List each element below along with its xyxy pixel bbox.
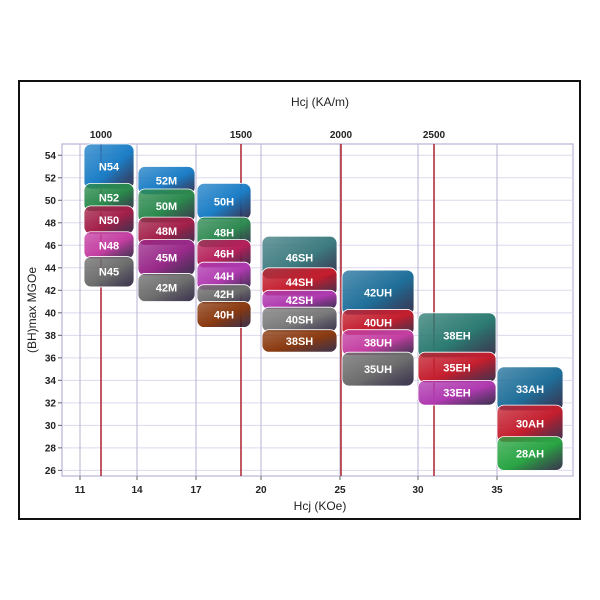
- x-tick-label: 20: [255, 485, 267, 496]
- y-tick-label: 54: [45, 151, 57, 162]
- grade-block-40h: 40H: [196, 301, 252, 328]
- grade-label: 48H: [214, 227, 234, 239]
- plot-area: [61, 143, 574, 477]
- grade-label: 38SH: [286, 336, 314, 348]
- grade-label: 44H: [214, 271, 234, 283]
- top-tick-label: 2000: [330, 130, 353, 141]
- grade-block-48m: 48M: [137, 216, 196, 246]
- grade-label: 50H: [214, 196, 234, 208]
- y-tick-label: 32: [45, 398, 57, 409]
- grade-block-n48: N48: [83, 231, 135, 260]
- y-tick-label: 52: [45, 173, 57, 184]
- x-tick-label: 30: [412, 485, 424, 496]
- y-tick-label: 50: [45, 196, 57, 207]
- grade-label: N48: [99, 240, 119, 252]
- grade-rect: [137, 273, 196, 302]
- x-axis-title: Hcj (KOe): [294, 499, 347, 513]
- grade-block-40uh: 40UH: [341, 309, 415, 336]
- y-tick-label: 46: [45, 241, 57, 252]
- x-tick-label: 25: [334, 485, 346, 496]
- grade-label: 46SH: [286, 253, 314, 265]
- grade-label: 42M: [156, 282, 177, 294]
- grade-label: 52M: [156, 176, 177, 188]
- grade-label: 38UH: [364, 338, 392, 350]
- y-tick-label: 30: [45, 421, 57, 432]
- grade-rect: [196, 301, 252, 328]
- x-tick-label: 14: [131, 485, 143, 496]
- x-tick-label: 11: [75, 485, 86, 496]
- grade-label: 42UH: [364, 288, 392, 300]
- x-tick-label: 17: [190, 485, 202, 496]
- grade-block-42h: 42H: [196, 284, 252, 305]
- grade-label: 38EH: [443, 330, 471, 342]
- grade-label: N52: [99, 192, 119, 204]
- grade-rect: [341, 351, 415, 387]
- grade-block-50h: 50H: [196, 182, 252, 220]
- grade-label: 28AH: [516, 448, 544, 460]
- grade-block-45m: 45M: [137, 239, 196, 277]
- grade-label: 40H: [214, 310, 234, 322]
- grade-label: 33EH: [443, 388, 471, 400]
- y-tick-label: 34: [45, 376, 57, 387]
- grade-label: 40UH: [364, 317, 392, 329]
- y-tick-label: 44: [45, 263, 57, 274]
- grade-block-n52: N52: [83, 182, 135, 212]
- x-tick-label: 35: [491, 485, 503, 496]
- grade-label: 48M: [156, 226, 177, 238]
- grade-chart: Hcj (KA/m) Hcj (KOe) (BH)max MGOe N54 N52…: [25, 95, 574, 513]
- grade-block-n54: N54: [83, 143, 135, 190]
- grade-block-38uh: 38UH: [341, 329, 415, 356]
- top-tick-label: 1000: [90, 130, 113, 141]
- grade-rect: [496, 436, 564, 471]
- y-tick-label: 48: [45, 218, 57, 229]
- grade-block-52m: 52M: [137, 166, 196, 196]
- grade-label: N45: [99, 267, 119, 279]
- grade-label: 40SH: [286, 315, 314, 327]
- grade-label: 42SH: [286, 295, 314, 307]
- top-axis-title: Hcj (KA/m): [291, 95, 349, 109]
- grade-block-40sh: 40SH: [261, 306, 338, 333]
- grade-block-42sh: 42SH: [261, 289, 338, 310]
- grade-label: 44SH: [286, 277, 314, 289]
- grade-rect: [83, 256, 135, 288]
- top-tick-label: 2500: [423, 130, 446, 141]
- grade-label: 35UH: [364, 364, 392, 376]
- grade-block-46h: 46H: [196, 239, 252, 269]
- grade-block-42uh: 42UH: [341, 269, 415, 316]
- y-tick-label: 26: [45, 466, 57, 477]
- grade-label: 30AH: [516, 419, 544, 431]
- grade-block-33eh: 33EH: [417, 379, 497, 406]
- grade-block-44h: 44H: [196, 261, 252, 291]
- grade-label: 46H: [214, 249, 234, 261]
- grade-block-33ah: 33AH: [496, 366, 564, 412]
- grade-block-38eh: 38EH: [417, 312, 497, 359]
- y-tick-label: 38: [45, 331, 57, 342]
- grade-block-28ah: 28AH: [496, 436, 564, 471]
- grade-block-50m: 50M: [137, 188, 196, 224]
- top-tick-label: 1500: [230, 130, 253, 141]
- grade-block-42m: 42M: [137, 273, 196, 302]
- grade-label: N54: [99, 162, 120, 174]
- grade-label: 50M: [156, 201, 177, 213]
- grade-label: 45M: [156, 253, 177, 265]
- grade-label: 42H: [214, 289, 234, 301]
- y-tick-label: 42: [45, 286, 57, 297]
- grade-block-38sh: 38SH: [261, 329, 338, 353]
- grade-block-n45: N45: [83, 256, 135, 288]
- y-tick-label: 40: [45, 308, 57, 319]
- grade-label: 35EH: [443, 362, 471, 374]
- grade-block-35eh: 35EH: [417, 351, 497, 383]
- y-tick-label: 28: [45, 443, 57, 454]
- grade-rect: [417, 379, 497, 406]
- grade-rect: [261, 329, 338, 353]
- grade-label: 33AH: [516, 384, 544, 396]
- grade-block-35uh: 35UH: [341, 351, 415, 387]
- y-tick-label: 36: [45, 353, 57, 364]
- y-axis-title: (BH)max MGOe: [25, 267, 39, 353]
- grade-label: N50: [99, 215, 119, 227]
- chart-frame: Hcj (KA/m) Hcj (KOe) (BH)max MGOe N54 N52…: [18, 80, 581, 520]
- grade-block-n50: N50: [83, 205, 135, 235]
